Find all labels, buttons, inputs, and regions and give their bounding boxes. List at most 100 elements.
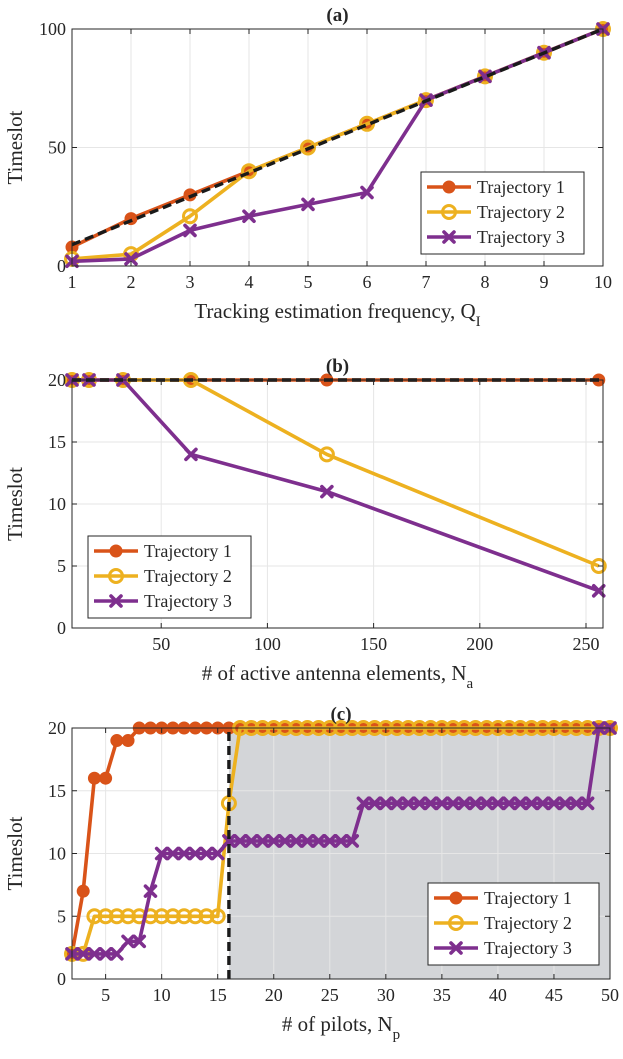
panel-b-ytick-label: 15 [48, 432, 66, 452]
panel-c-ytick-label: 0 [57, 969, 66, 989]
panel-a-xtick-label: 10 [594, 272, 612, 292]
panel-a-xlabel-main: Tracking estimation frequency, Q [194, 299, 475, 323]
panel-c-series-3-point [244, 834, 259, 848]
panel-c-series-2-point [108, 908, 125, 925]
panel-a-series-2-point [182, 208, 198, 225]
panel-b-legend-label: Trajectory 2 [144, 566, 232, 586]
panel-b-xtick-label: 100 [254, 634, 281, 654]
panel-c-series-3-point [266, 834, 281, 848]
panel-c-series-3-point [558, 796, 572, 811]
panel-b-legend-item-2: Trajectory 2 [94, 566, 232, 586]
panel-c-legend-swatch-marker [449, 941, 463, 955]
panel-c-series-3-point [502, 796, 516, 811]
panel-a-title: (a) [326, 5, 348, 26]
panel-c-xtick-label: 50 [601, 985, 619, 1005]
panel-c-series-3 [65, 721, 617, 961]
panel-a-legend-item-2: Trajectory 2 [427, 202, 565, 222]
panel-c-series-3-point [367, 796, 382, 811]
panel-a-ytick-label: 50 [48, 138, 66, 158]
panel-c-series-3-point [513, 796, 528, 811]
panel-c-series-2-point [176, 908, 193, 925]
panel-c-series-3-point [535, 796, 550, 811]
panel-c-series-3-point [479, 796, 494, 811]
panel-a-series-3-point [360, 185, 374, 200]
panel-c-series-2-point [86, 908, 103, 925]
panel-a-xtick-label: 3 [186, 272, 195, 292]
panel-a-xtick-label: 4 [245, 272, 254, 292]
panel-c-series-3-point [154, 846, 169, 861]
panel-a-legend-item-1: Trajectory 1 [427, 177, 565, 197]
panel-a-xlabel: Tracking estimation frequency, QI [194, 299, 480, 330]
panel-c-legend: Trajectory 1 Trajectory 2 Trajectory 3 [427, 882, 600, 966]
panel-b-legend-swatch-marker [109, 544, 123, 558]
panel-c-series-3-point [311, 834, 326, 848]
panel-a-series-2-point [536, 44, 552, 61]
panel-c-series-1-point [110, 734, 124, 748]
panel-a-xlabel-subscript: I [476, 314, 481, 330]
panel-c-series-3-point [524, 796, 539, 811]
panel-b-ytick-label: 10 [48, 494, 66, 514]
panel-b-series-3-point [591, 584, 606, 598]
panel-c-series-2-point [164, 908, 181, 925]
panel-c-series-2-point [97, 908, 114, 925]
panel-b-legend-label: Trajectory 3 [144, 591, 232, 611]
panel-c-series-3-point [457, 796, 472, 811]
panel-a-xtick-label: 1 [68, 272, 77, 292]
panel-c-xtick-label: 35 [433, 985, 451, 1005]
panel-a-series-2-point [418, 92, 434, 109]
panel-c-legend-label: Trajectory 2 [484, 913, 572, 933]
panel-c-series-3-point [412, 796, 427, 811]
panel-c-series-3-point [547, 796, 561, 811]
panel-c-series-3-point [300, 834, 315, 848]
panel-c-xlabel-subscript: p [393, 1027, 401, 1043]
panel-c: 5 10 15 20 25 30 35 40 45 50 0 5 10 15 20 (c) # of pilot… [3, 704, 619, 1043]
panel-b-title: (b) [326, 356, 349, 377]
panel-c-ytick-label: 15 [48, 781, 66, 801]
panel-c-series-3-point [580, 796, 595, 811]
panel-a-legend-swatch-marker [442, 230, 456, 244]
panel-a-legend-label: Trajectory 1 [477, 177, 565, 197]
panel-c-series-3-point [233, 834, 247, 848]
panel-c-ytick-label: 5 [57, 906, 66, 926]
panel-b-legend-swatch-marker [108, 568, 124, 584]
panel-b-xlabel: # of active antenna elements, Na [202, 661, 474, 692]
panel-a-legend-swatch-marker [442, 180, 456, 194]
panel-b-ytick-label: 5 [57, 556, 66, 576]
panel-b-ylabel: Timeslot [3, 467, 27, 541]
panel-b-series-2-point [590, 558, 607, 574]
panel-c-series-3-point [98, 947, 113, 961]
panel-a-reference-line [71, 27, 604, 247]
panel-c-legend-label: Trajectory 1 [484, 888, 572, 908]
panel-b-legend: Trajectory 1 Trajectory 2 Trajectory 3 [87, 535, 252, 619]
panel-c-ytick-label: 10 [48, 844, 66, 864]
panel-c-series-3-point [390, 796, 404, 811]
panel-c-xlabel: # of pilots, Np [282, 1012, 400, 1043]
panel-b-legend-item-1: Trajectory 1 [94, 541, 232, 561]
panel-c-xtick-label: 5 [101, 985, 110, 1005]
panel-c-ylabel: Timeslot [3, 816, 27, 890]
panel-c-series-3-point [76, 947, 91, 961]
panel-c-series-3-point [278, 834, 292, 848]
panel-a-legend-item-3: Trajectory 3 [427, 227, 565, 247]
panel-c-series-3-point [401, 796, 416, 811]
panel-c-series-3-point [435, 796, 449, 811]
panel-b-series-3-point [184, 447, 198, 462]
panel-c-series-3-point [177, 846, 191, 861]
panel-a-legend-label: Trajectory 2 [477, 202, 565, 222]
panel-b-xtick-label: 50 [152, 634, 170, 654]
panel-c-ytick-label: 20 [48, 718, 66, 738]
panel-c-series-3-point [423, 796, 438, 811]
panel-c-series-3-point [569, 796, 584, 811]
panel-a-legend-swatch-marker [441, 204, 457, 220]
panel-a-xtick-label: 8 [481, 272, 490, 292]
panel-b-ytick-label: 0 [57, 618, 66, 638]
panel-c-series-2-point [153, 908, 170, 925]
panel-c-series-1-point [87, 771, 101, 785]
panel-b-xtick-label: 250 [573, 634, 600, 654]
panel-c-series-3-point [334, 834, 348, 848]
panel-a-series-3-point [124, 252, 138, 266]
panel-a-series-3-point [183, 223, 197, 238]
panel-b-legend-swatch-marker [109, 594, 123, 608]
panel-c-series-3-point [210, 846, 225, 861]
